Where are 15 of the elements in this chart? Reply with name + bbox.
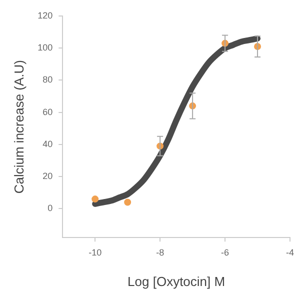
y-tick-label: 40 — [42, 138, 53, 149]
x-axis-title: Log [Oxytocin] M — [128, 274, 226, 289]
y-tick-label: 100 — [38, 42, 53, 53]
x-tick-label: -8 — [156, 247, 164, 258]
x-tick-label: -4 — [286, 247, 294, 258]
y-tick-label: 0 — [48, 203, 53, 214]
y-tick-label: 60 — [42, 106, 53, 117]
y-tick-label: 20 — [42, 171, 53, 182]
y-axis-title: Calcium increase (A.U) — [11, 60, 26, 194]
x-tick-label: -6 — [221, 247, 230, 258]
y-tick-label: 80 — [42, 74, 53, 85]
point — [124, 198, 132, 206]
y-tick-label: 120 — [38, 10, 53, 20]
point — [92, 196, 99, 203]
x-tick-label: -10 — [88, 247, 102, 258]
